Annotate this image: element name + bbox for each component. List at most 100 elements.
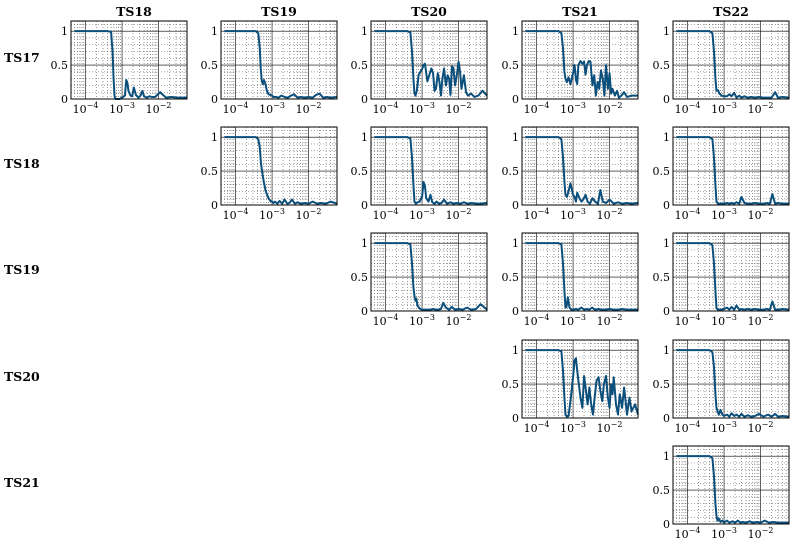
panel-ts18-ts20: 10−4 10−3 10−2 0 0.5 1: [351, 126, 488, 222]
panel-ts21-ts22-xtick-label-exponent: −4: [689, 526, 701, 535]
panel-ts18-ts22-xtick-label: 10−2: [748, 207, 774, 222]
panel-ts17-ts21-xtick-label: 10−3: [560, 101, 586, 116]
panel-ts18-ts19-xtick-label-exponent: −4: [237, 207, 249, 216]
panel-ts18-ts22-frame: [672, 126, 790, 206]
panel-ts17-ts18-ytick-label: 0.5: [51, 59, 69, 72]
panel-ts17-ts18-ytick-label: 1: [61, 25, 68, 38]
panel-ts17-ts19-xtick-label-exponent: −3: [273, 101, 285, 110]
panel-ts18-ts20-series-line: [374, 136, 488, 205]
panel-ts20-ts21-ytick-label: 0: [512, 412, 519, 425]
row-header-ts18: TS18: [4, 156, 40, 171]
panel-ts19-ts21-frame: [521, 232, 639, 312]
panel-ts17-ts22: 10−4 10−3 10−2 0 0.5 1: [653, 20, 790, 116]
panel-ts17-ts22-xtick-label-exponent: −4: [689, 101, 701, 110]
panel-ts17-ts20-xtick-label-exponent: −3: [423, 101, 435, 110]
panel-ts20-ts22-ytick-label: 1: [663, 344, 670, 357]
panel-ts17-ts22-xtick-label: 10−4: [675, 101, 701, 116]
panel-ts19-ts22-xtick-label: 10−4: [675, 313, 701, 328]
panel-ts17-ts21-xtick-label-exponent: −3: [574, 101, 586, 110]
panel-ts20-ts21-xtick-label: 10−2: [597, 420, 623, 435]
panel-ts17-ts21-xtick-label: 10−2: [597, 101, 623, 116]
panel-ts17-ts20-frame: [370, 20, 488, 100]
panel-ts20-ts21: 10−4 10−3 10−2 0 0.5 1: [502, 339, 639, 435]
panel-ts19-ts20: 10−4 10−3 10−2 0 0.5 1: [351, 232, 488, 328]
panel-ts17-ts21-frame: [521, 20, 639, 100]
panel-ts20-ts22-ytick-label: 0: [663, 412, 670, 425]
panel-ts17-ts19-xtick-label-exponent: −2: [310, 101, 322, 110]
panel-ts19-ts22-xtick-label-exponent: −4: [689, 313, 701, 322]
panel-ts19-ts22-xtick-label-exponent: −2: [762, 313, 774, 322]
panel-ts18-ts22-series-line: [676, 136, 789, 205]
panel-ts20-ts22-series-line: [676, 349, 790, 418]
panel-ts18-ts19-frame: [220, 126, 338, 206]
panel-ts21-ts22: 10−4 10−3 10−2 0 0.5 1: [653, 445, 790, 541]
panel-ts18-ts19-xtick-label-exponent: −2: [310, 207, 322, 216]
panel-ts17-ts20-series-line: [374, 30, 488, 98]
panel-ts20-ts22: 10−4 10−3 10−2 0 0.5 1: [653, 339, 790, 435]
panel-ts20-ts22-frame: [672, 339, 790, 419]
panel-ts17-ts21-ytick-label: 0.5: [502, 59, 520, 72]
panel-ts18-ts22-ytick-label: 0: [663, 199, 670, 212]
row-header-ts20: TS20: [4, 369, 40, 384]
panel-ts20-ts21-frame: [521, 339, 639, 419]
panel-ts17-ts20-xtick-label: 10−2: [446, 101, 472, 116]
panel-ts17-ts19-xtick-label: 10−4: [223, 101, 249, 116]
panel-ts17-ts22-xtick-label: 10−2: [748, 101, 774, 116]
panel-ts18-ts21: 10−4 10−3 10−2 0 0.5 1: [502, 126, 639, 222]
panel-ts21-ts22-xtick-label-exponent: −3: [725, 526, 737, 535]
panel-ts19-ts20-xtick-label-exponent: −3: [423, 313, 435, 322]
panel-ts17-ts19-ytick-label: 0: [211, 93, 218, 106]
panel-ts17-ts18-xtick-label-exponent: −3: [123, 101, 135, 110]
panel-ts18-ts22-xtick-label: 10−4: [675, 207, 701, 222]
panel-ts21-ts22-ytick-label: 0: [663, 518, 670, 531]
panel-ts17-ts20-xtick-label-exponent: −4: [387, 101, 399, 110]
panel-ts18-ts20-xtick-label: 10−2: [446, 207, 472, 222]
row-header-ts17: TS17: [4, 50, 40, 65]
panel-ts17-ts19: 10−4 10−3 10−2 0 0.5 1: [201, 20, 338, 116]
col-header-ts19: TS19: [261, 4, 297, 19]
panel-ts17-ts18-xtick-label-exponent: −4: [87, 101, 99, 110]
panel-ts18-ts19-xtick-label: 10−3: [259, 207, 285, 222]
panel-ts17-ts19-ytick-label: 1: [211, 25, 218, 38]
panel-ts17-ts19-frame: [220, 20, 338, 100]
panel-ts19-ts20-ytick-label: 0: [361, 305, 368, 318]
panel-ts17-ts18-series-line: [74, 30, 187, 100]
panel-ts17-ts21-ytick-label: 0: [512, 93, 519, 106]
panel-ts19-ts21: 10−4 10−3 10−2 0 0.5 1: [502, 232, 639, 328]
panel-ts18-ts21-frame: [521, 126, 639, 206]
panel-ts18-ts21-xtick-label: 10−3: [560, 207, 586, 222]
panel-ts18-ts20-xtick-label-exponent: −2: [460, 207, 472, 216]
panel-ts17-ts22-ytick-label: 0.5: [653, 59, 671, 72]
panel-ts19-ts22-xtick-label: 10−2: [748, 313, 774, 328]
panel-ts17-ts20-xtick-label-exponent: −2: [460, 101, 472, 110]
panel-ts17-ts21-xtick-label-exponent: −4: [538, 101, 550, 110]
panel-ts18-ts22-xtick-label-exponent: −2: [762, 207, 774, 216]
panel-ts17-ts19-series-line: [224, 30, 338, 99]
panel-ts19-ts21-xtick-label: 10−4: [524, 313, 550, 328]
panel-ts18-ts21-xtick-label-exponent: −2: [611, 207, 623, 216]
panel-ts18-ts21-xtick-label-exponent: −4: [538, 207, 550, 216]
panel-ts20-ts22-xtick-label: 10−3: [711, 420, 737, 435]
panel-ts17-ts20-ytick-label: 1: [361, 25, 368, 38]
panel-ts21-ts22-xtick-label-exponent: −2: [762, 526, 774, 535]
panel-ts18-ts22-ytick-label: 0.5: [653, 165, 671, 178]
panel-ts17-ts22-ytick-label: 0: [663, 93, 670, 106]
panel-ts18-ts21-ytick-label: 0.5: [502, 165, 520, 178]
panel-ts18-ts19-series-line: [224, 136, 338, 205]
panel-ts19-ts22-ytick-label: 0: [663, 305, 670, 318]
panel-ts17-ts18: 10−4 10−3 10−2 0 0.5 1: [51, 20, 188, 116]
panel-ts21-ts22-xtick-label: 10−4: [675, 526, 701, 541]
panel-ts18-ts20-ytick-label: 0.5: [351, 165, 369, 178]
panel-ts18-ts22-xtick-label-exponent: −3: [725, 207, 737, 216]
panel-ts17-ts18-xtick-label: 10−3: [109, 101, 135, 116]
panel-ts21-ts22-series-line: [676, 455, 789, 524]
panel-ts20-ts22-xtick-label-exponent: −3: [725, 420, 737, 429]
panel-ts18-ts19-ytick-label: 0: [211, 199, 218, 212]
panel-ts17-ts22-series-line: [676, 30, 790, 99]
panel-ts18-ts22-xtick-label-exponent: −4: [689, 207, 701, 216]
panel-ts20-ts22-xtick-label: 10−2: [748, 420, 774, 435]
panel-ts17-ts21-series-line: [525, 30, 638, 99]
panel-ts18-ts20-xtick-label-exponent: −4: [387, 207, 399, 216]
panel-ts18-ts20-xtick-label: 10−4: [373, 207, 399, 222]
